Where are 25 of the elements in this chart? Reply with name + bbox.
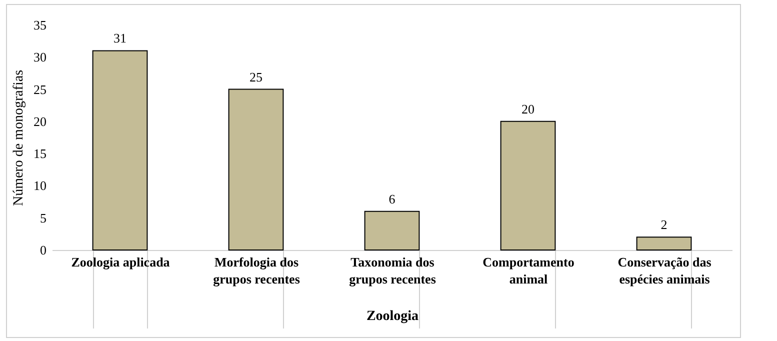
y-tick-label: 10 [34, 178, 46, 194]
x-tick-label: Morfologia dos grupos recentes [213, 254, 300, 286]
bar [500, 120, 556, 250]
y-tick-label: 25 [34, 82, 46, 97]
x-tick-label: Zoologia aplicada [71, 254, 170, 270]
data-label: 2 [660, 217, 668, 232]
y-tick-label: 30 [34, 50, 46, 65]
x-tick-label: Taxonomia dos grupos recentes [349, 254, 436, 286]
x-tick-label: Conservação das espécies animais [618, 254, 712, 286]
y-tick-label: 15 [34, 146, 46, 162]
x-tick-label: Comportamento animal [482, 254, 574, 286]
bar [92, 50, 148, 250]
data-label: 31 [114, 30, 126, 46]
bar [364, 210, 420, 250]
data-label: 6 [388, 191, 396, 206]
data-label: 20 [522, 101, 534, 116]
y-tick-label: 5 [40, 210, 46, 226]
x-axis-title: Zoologia [366, 309, 419, 324]
y-tick-label: 20 [34, 114, 46, 129]
y-tick-label: 35 [34, 18, 46, 32]
y-tick-label: 0 [40, 242, 46, 258]
bar [228, 88, 284, 250]
bar [636, 236, 692, 250]
y-axis-title: Número de monografias [12, 70, 26, 206]
data-label: 25 [250, 69, 262, 84]
